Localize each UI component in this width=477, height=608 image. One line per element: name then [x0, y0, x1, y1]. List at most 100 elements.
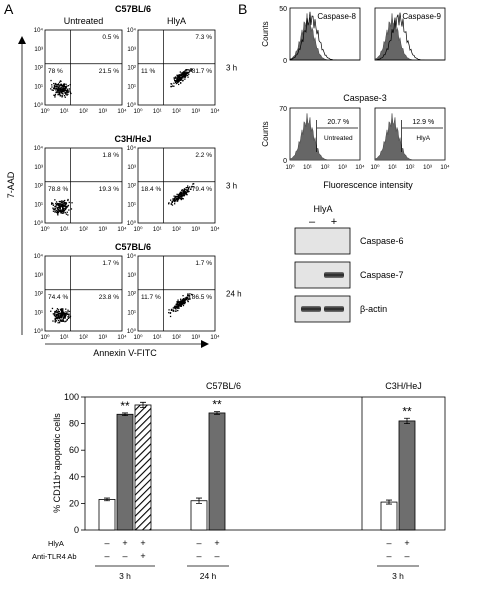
event-dot: [181, 189, 183, 192]
event-dot: [62, 209, 64, 211]
event-dot: [179, 79, 181, 81]
time-label: 24 h: [226, 290, 242, 299]
row-sign: +: [122, 538, 127, 548]
event-dot: [53, 208, 56, 211]
event-dot: [174, 201, 176, 203]
event-dot: [183, 189, 185, 191]
event-dot: [56, 89, 59, 91]
event-dot: [175, 82, 177, 85]
event-dot: [187, 186, 189, 189]
event-dot: [178, 302, 180, 304]
event-dot: [184, 297, 186, 299]
x-tick-label: 10¹: [153, 227, 162, 233]
event-dot: [55, 91, 57, 93]
quadrant-percent: 18.4 %: [141, 186, 161, 193]
event-dot: [180, 304, 182, 306]
event-dot: [172, 198, 174, 200]
event-dot: [61, 90, 63, 93]
event-dot: [60, 315, 63, 317]
event-dot: [184, 73, 186, 75]
event-dot: [54, 320, 56, 322]
y-tick-label: 10³: [127, 47, 136, 53]
y-tick-label: 10⁴: [34, 27, 44, 34]
event-dot: [51, 202, 53, 204]
event-dot: [55, 314, 58, 317]
y-tick-label: 10²: [127, 292, 136, 298]
event-dot: [62, 207, 64, 209]
event-dot: [176, 198, 178, 201]
event-dot: [60, 200, 63, 202]
x-tick-label: 10⁰: [285, 164, 295, 171]
event-dot: [65, 311, 67, 313]
event-dot: [185, 75, 187, 77]
hist-outline: [374, 12, 445, 61]
event-dot: [64, 313, 66, 316]
event-dot: [60, 203, 62, 205]
event-dot: [171, 204, 174, 206]
event-dot: [177, 304, 179, 306]
event-dot: [189, 295, 191, 297]
event-dot: [168, 309, 170, 311]
x-tick-label: 10⁰: [133, 226, 143, 233]
event-dot: [65, 308, 67, 310]
y-tick-label: 0: [283, 58, 287, 65]
event-dot: [173, 197, 175, 200]
event-dot: [182, 75, 185, 77]
x-tick-label: 10⁰: [370, 164, 380, 171]
event-dot: [59, 80, 62, 82]
event-dot: [56, 308, 59, 310]
event-dot: [67, 317, 69, 319]
event-dot: [62, 319, 64, 321]
event-dot: [172, 310, 175, 312]
event-dot: [64, 96, 66, 98]
event-dot: [178, 74, 180, 76]
bar: [398, 420, 416, 531]
event-dot: [58, 208, 60, 210]
event-dot: [56, 316, 58, 319]
row-sign: –: [196, 538, 201, 548]
event-dot: [178, 197, 180, 199]
event-dot: [57, 322, 59, 324]
event-dot: [63, 312, 66, 315]
event-dot: [177, 195, 179, 198]
event-dot: [178, 80, 180, 82]
x-tick-label: 10¹: [303, 165, 312, 171]
event-dot: [182, 77, 184, 79]
event-dot: [61, 310, 63, 312]
event-dot: [69, 317, 71, 319]
event-dot: [184, 302, 186, 304]
event-dot: [61, 320, 63, 322]
event-dot: [54, 210, 56, 213]
event-dot: [180, 192, 182, 194]
x-tick-label: 10¹: [153, 335, 162, 341]
row-sign: +: [214, 538, 219, 548]
event-dot: [67, 93, 69, 95]
event-dot: [182, 198, 184, 200]
event-dot: [60, 212, 62, 214]
event-dot: [64, 207, 66, 209]
row-sign: –: [104, 538, 109, 548]
event-dot: [60, 210, 63, 212]
event-dot: [181, 193, 183, 195]
y-tick-label: 10²: [127, 184, 136, 190]
significance: **: [120, 399, 130, 413]
event-dot: [185, 191, 187, 193]
event-dot: [181, 194, 183, 197]
arrow-head: [201, 340, 209, 348]
event-dot: [184, 192, 186, 194]
event-dot: [193, 183, 195, 185]
event-dot: [54, 199, 56, 201]
quadrant-percent: 74.4 %: [48, 294, 68, 301]
quadrant-percent: 86.5 %: [192, 294, 212, 301]
event-dot: [173, 199, 176, 201]
event-dot: [59, 209, 61, 211]
event-dot: [180, 79, 183, 81]
y-tick-label: 10⁴: [34, 253, 44, 260]
event-dot: [64, 199, 66, 202]
event-dot: [64, 203, 67, 206]
event-dot: [68, 209, 70, 211]
event-dot: [60, 91, 63, 93]
y-tick-label: 50: [279, 6, 287, 13]
quadrant-percent: 2.2 %: [195, 152, 212, 159]
event-dot: [176, 305, 178, 308]
